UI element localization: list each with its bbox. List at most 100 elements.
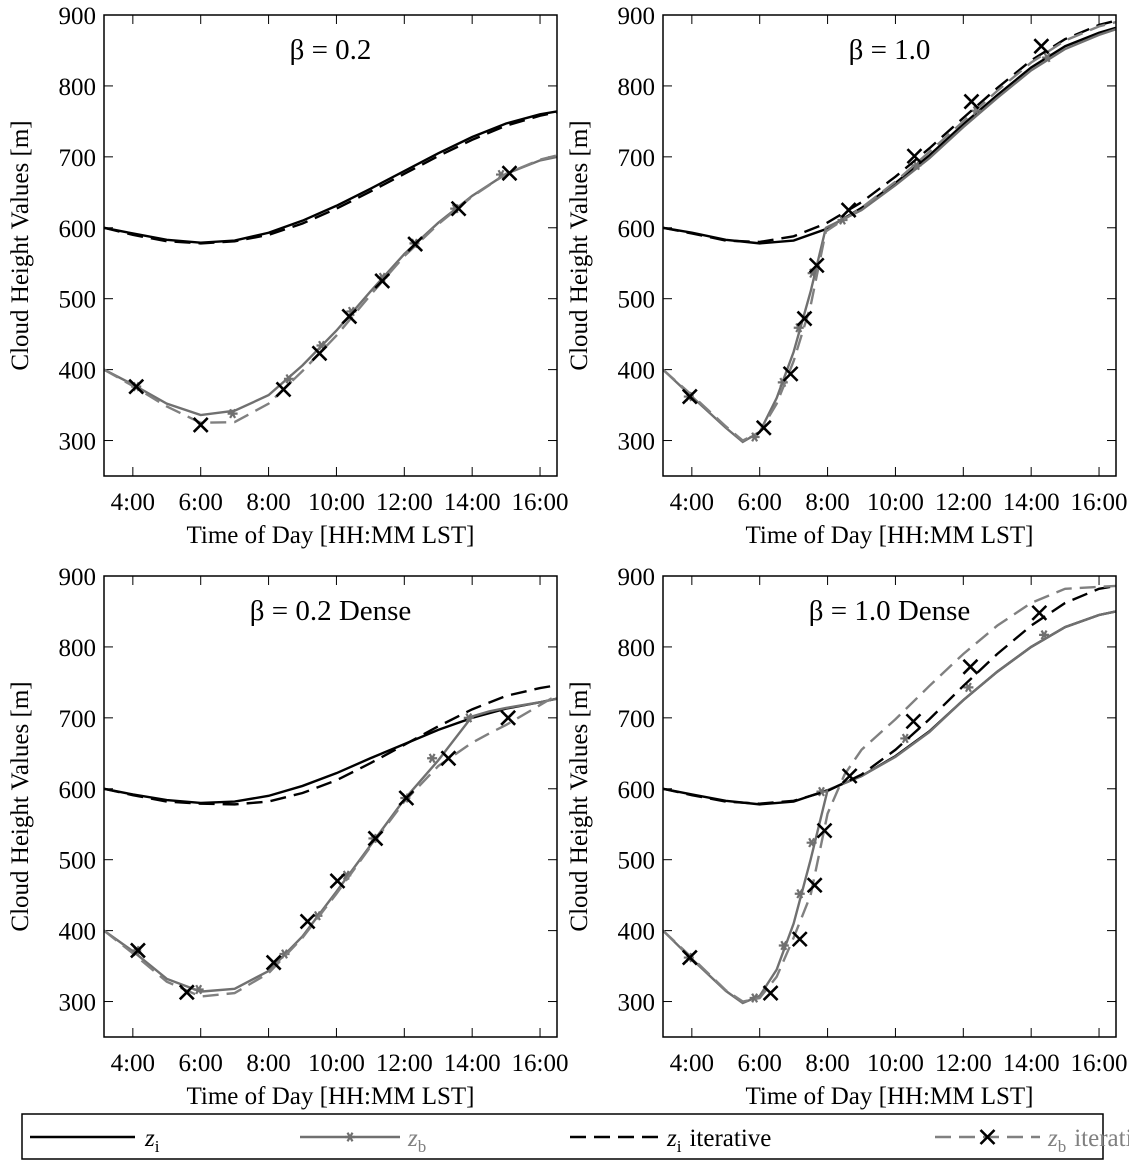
legend-suffix: iterative <box>689 1125 771 1152</box>
x-tick-label: 12:00 <box>376 489 433 516</box>
series-line <box>104 697 557 993</box>
y-axis-label: Cloud Height Values [m] <box>566 681 593 931</box>
legend-symbol: z <box>666 1125 677 1152</box>
marker <box>808 257 825 274</box>
marker <box>427 753 438 764</box>
marker <box>816 786 827 797</box>
y-tick-label: 500 <box>618 848 656 875</box>
marker <box>367 830 384 847</box>
x-tick-label: 10:00 <box>867 489 924 516</box>
y-tick-label: 600 <box>618 777 656 804</box>
marker <box>1042 52 1053 63</box>
subplot: 300 400 500 600 700 800 900 4:00 6:00 8:00 10:00 12… <box>7 564 569 1110</box>
x-tick-label: 8:00 <box>805 489 849 516</box>
y-tick-label: 900 <box>59 3 97 30</box>
marker <box>193 984 204 995</box>
marker <box>398 790 415 806</box>
marker <box>1031 604 1048 621</box>
y-tick-label: 900 <box>618 3 656 30</box>
x-tick-label: 4:00 <box>670 489 714 516</box>
series-line <box>104 697 557 805</box>
y-tick-label: 800 <box>618 74 656 101</box>
marker <box>283 373 294 384</box>
x-axis-label: Time of Day [HH:MM LST] <box>746 1083 1034 1110</box>
marker <box>450 200 467 217</box>
x-tick-label: 10:00 <box>308 489 365 516</box>
series-line <box>104 694 557 998</box>
y-tick-label: 700 <box>59 145 97 172</box>
x-tick-label: 14:00 <box>1003 489 1060 516</box>
x-tick-label: 8:00 <box>246 1050 290 1077</box>
marker <box>755 419 772 436</box>
marker <box>227 408 238 419</box>
marker <box>794 888 805 899</box>
marker <box>178 984 195 1001</box>
subplot: 300 400 500 600 700 800 900 4:00 6:00 8:00 10:00 12… <box>7 3 569 549</box>
legend-marker <box>345 1132 355 1142</box>
marker <box>816 822 833 839</box>
x-tick-label: 4:00 <box>670 1050 714 1077</box>
marker <box>374 273 391 289</box>
legend-symbol: z <box>1047 1125 1058 1152</box>
plot-frame <box>103 14 558 477</box>
y-tick-label: 300 <box>59 429 97 456</box>
marker <box>681 949 698 966</box>
marker <box>192 417 209 433</box>
x-tick-label: 4:00 <box>111 1050 155 1077</box>
series-line <box>104 154 557 425</box>
x-tick-label: 12:00 <box>376 1050 433 1077</box>
y-tick-label: 700 <box>618 706 656 733</box>
y-tick-label: 400 <box>59 919 97 946</box>
y-axis-label: Cloud Height Values [m] <box>7 120 34 370</box>
y-tick-label: 800 <box>618 635 656 662</box>
legend-subscript: b <box>1058 1137 1067 1156</box>
x-tick-label: 10:00 <box>867 1050 924 1077</box>
x-tick-label: 6:00 <box>178 489 222 516</box>
marker <box>500 709 517 726</box>
y-axis-label: Cloud Height Values [m] <box>7 681 34 931</box>
series-line <box>104 110 557 245</box>
marker <box>299 913 316 930</box>
subplot: 300 400 500 600 700 800 900 4:00 6:00 8:00 10:00 12… <box>566 3 1128 549</box>
legend-subscript: i <box>677 1137 682 1156</box>
marker <box>806 877 823 894</box>
marker <box>407 236 424 253</box>
y-tick-label: 600 <box>618 216 656 243</box>
series-line <box>663 28 1116 444</box>
y-tick-label: 600 <box>59 777 97 804</box>
x-tick-label: 8:00 <box>805 1050 849 1077</box>
marker <box>501 165 518 182</box>
x-tick-label: 14:00 <box>1003 1050 1060 1077</box>
series-line <box>104 155 557 417</box>
marker <box>796 310 813 327</box>
x-axis-label: Time of Day [HH:MM LST] <box>746 522 1034 549</box>
y-tick-label: 700 <box>59 706 97 733</box>
series-line <box>663 19 1116 244</box>
plot-frame <box>662 575 1117 1038</box>
x-tick-label: 6:00 <box>737 1050 781 1077</box>
marker <box>1039 629 1050 640</box>
legend-suffix: iterative <box>1074 1125 1129 1152</box>
y-tick-label: 500 <box>618 287 656 314</box>
marker <box>440 750 457 767</box>
series-line <box>663 610 1116 806</box>
y-tick-label: 800 <box>59 74 97 101</box>
x-tick-label: 8:00 <box>246 489 290 516</box>
legend-label: zb iterative <box>1047 1125 1129 1156</box>
marker <box>265 954 282 971</box>
marker <box>130 942 146 959</box>
marker <box>963 93 980 110</box>
y-tick-label: 600 <box>59 216 97 243</box>
marker <box>905 713 922 730</box>
y-tick-label: 900 <box>618 564 656 591</box>
x-tick-label: 12:00 <box>935 1050 992 1077</box>
legend-box <box>21 1113 1104 1160</box>
y-tick-label: 700 <box>618 145 656 172</box>
chart-title: β = 0.2 <box>290 34 372 66</box>
marker <box>275 381 292 398</box>
series-line <box>663 20 1116 442</box>
marker <box>778 940 789 951</box>
x-tick-label: 16:00 <box>1071 1050 1128 1077</box>
x-axis-label: Time of Day [HH:MM LST] <box>187 1083 475 1110</box>
